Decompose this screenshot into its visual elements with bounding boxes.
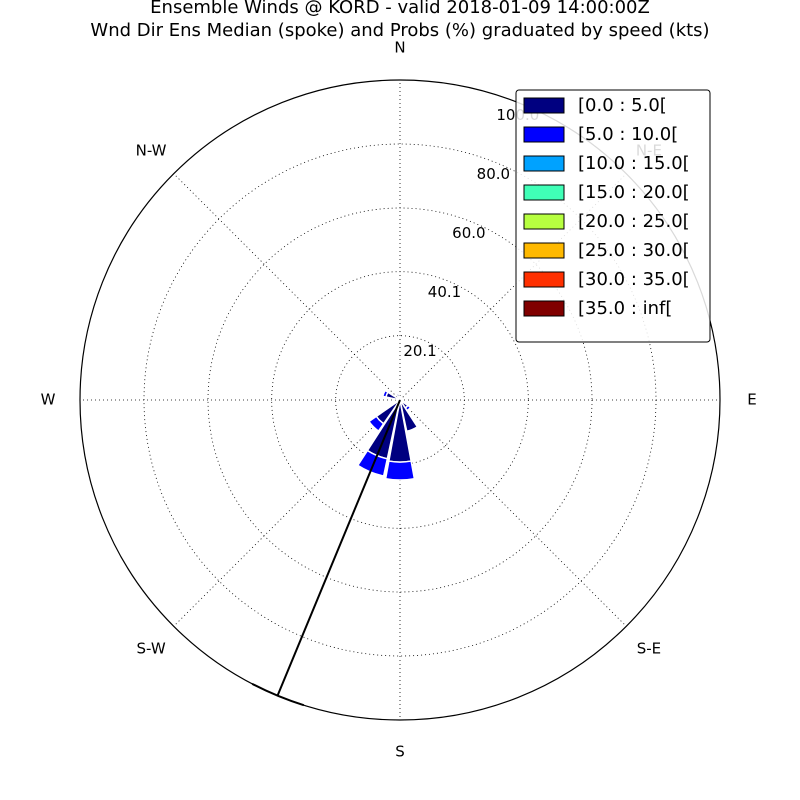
chart-title: Ensemble Winds @ KORD - valid 2018-01-09… (150, 0, 650, 18)
legend-label: [30.0 : 35.0[ (578, 269, 690, 290)
wedge (384, 460, 416, 481)
legend-label: [5.0 : 10.0[ (578, 124, 678, 145)
r-tick-label: 60.0 (452, 224, 485, 242)
grid-spoke (399, 399, 627, 627)
r-tick-label: 40.1 (428, 283, 461, 301)
legend-swatch (523, 155, 565, 172)
chart-subtitle: Wnd Dir Ens Median (spoke) and Probs (%)… (90, 20, 709, 41)
legend-swatch (523, 300, 565, 317)
angle-label: N (394, 39, 405, 57)
median-spoke (276, 399, 401, 697)
legend-label: [15.0 : 20.0[ (578, 182, 690, 203)
legend-label: [20.0 : 25.0[ (578, 211, 690, 232)
grid-spoke (399, 173, 627, 401)
r-tick-label: 80.0 (477, 165, 510, 183)
legend-label: [10.0 : 15.0[ (578, 153, 690, 174)
wedge (395, 392, 401, 401)
r-tick-label: 20.1 (403, 342, 436, 360)
angle-label: S (395, 743, 405, 761)
angle-label: S-E (637, 639, 661, 657)
legend-swatch (523, 242, 565, 259)
legend-swatch (523, 271, 565, 288)
legend-label: [35.0 : inf[ (578, 298, 672, 319)
grid-spoke (173, 399, 401, 627)
grid-spoke (173, 173, 401, 401)
legend-label: [0.0 : 5.0[ (578, 95, 667, 116)
angle-label: S-W (137, 639, 166, 657)
angle-label: W (41, 391, 56, 409)
legend-swatch (523, 184, 565, 201)
legend-swatch (523, 126, 565, 143)
wedge (381, 389, 389, 398)
legend-label: [25.0 : 30.0[ (578, 240, 690, 261)
angle-label: E (747, 391, 756, 409)
angle-label: N-W (136, 142, 167, 160)
legend: [0.0 : 5.0[ [5.0 : 10.0[ [10.0 : 15.0[ [15.… (515, 89, 711, 343)
grid-circle (79, 79, 721, 721)
wedge (356, 449, 389, 477)
legend-swatch (523, 213, 565, 230)
legend-swatch (523, 97, 565, 114)
wedge (367, 415, 385, 433)
wedge (399, 399, 419, 433)
median-spoke-arc (251, 682, 305, 707)
